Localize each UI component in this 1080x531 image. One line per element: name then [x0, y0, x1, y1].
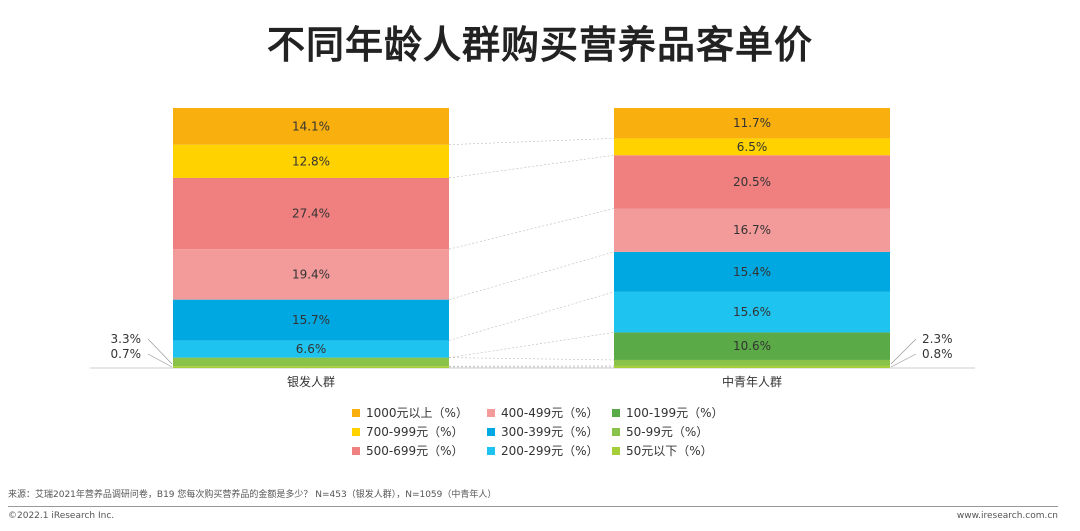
- data-label: 6.6%: [296, 342, 327, 356]
- bar-segment: [173, 299, 449, 341]
- bar-segment: [614, 208, 890, 252]
- legend-item: 50元以下（%）: [612, 442, 713, 459]
- legend-item: 300-399元（%）: [487, 423, 599, 440]
- outside-data-label: 2.3%: [922, 332, 953, 346]
- legend-item: 500-699元（%）: [352, 442, 464, 459]
- bar-segment: [614, 359, 890, 366]
- data-label: 27.4%: [292, 207, 330, 221]
- category-label: 中青年人群: [722, 374, 782, 389]
- data-label: 10.6%: [733, 339, 771, 353]
- footer-divider: [8, 506, 1058, 507]
- bar-segment: [614, 291, 890, 333]
- legend-item: 100-199元（%）: [612, 404, 724, 421]
- legend-swatch: [352, 427, 360, 436]
- data-label: 15.6%: [733, 305, 771, 319]
- data-label: 15.4%: [733, 265, 771, 279]
- connector-line: [448, 291, 615, 341]
- bar-segment: [173, 249, 449, 300]
- connector-line: [448, 138, 615, 145]
- connector-line: [448, 251, 615, 300]
- legend-swatch: [352, 408, 360, 417]
- bar-segment: [173, 340, 449, 358]
- legend-swatch: [352, 446, 360, 455]
- legend-swatch: [487, 427, 495, 436]
- legend-label: 700-999元（%）: [366, 425, 464, 439]
- legend-item: 200-299元（%）: [487, 442, 599, 459]
- category-label: 银发人群: [287, 374, 335, 389]
- bar-segment: [614, 251, 890, 292]
- data-label: 12.8%: [292, 154, 330, 168]
- legend-label: 1000元以上（%）: [366, 406, 468, 420]
- legend-item: 700-999元（%）: [352, 423, 464, 440]
- leader-line: [890, 338, 917, 365]
- legend-label: 500-699元（%）: [366, 444, 464, 458]
- chart-legend: 1000元以上（%） 700-999元（%） 500-699元（%） 400-499元…: [352, 404, 752, 458]
- outside-data-label: 3.3%: [111, 332, 142, 346]
- legend-swatch: [487, 446, 495, 455]
- connector-line: [448, 208, 615, 250]
- bar-segment: [614, 332, 890, 360]
- bar-segment: [614, 365, 890, 368]
- data-label: 20.5%: [733, 175, 771, 189]
- outside-data-label: 0.8%: [922, 347, 953, 361]
- connector-line: [448, 154, 615, 179]
- bar-segment: [614, 108, 890, 139]
- legend-label: 100-199元（%）: [626, 406, 724, 420]
- bar-segment: [173, 177, 449, 250]
- leader-line: [147, 338, 173, 365]
- bar-segment: [173, 366, 449, 368]
- outside-data-label: 0.7%: [111, 347, 142, 361]
- legend-swatch: [612, 408, 620, 417]
- stacked-bar-chart: 6.6% 15.7% 19.4% 27.4% 12.8% 14.1% 银发人群 10.6% 15…: [90, 108, 975, 389]
- leader-line: [147, 353, 173, 368]
- data-label: 11.7%: [733, 116, 771, 130]
- connector-line: [448, 332, 615, 358]
- bar-segment: [614, 138, 890, 156]
- legend-swatch: [487, 408, 495, 417]
- connector-line: [448, 357, 615, 361]
- legend-item: 400-499元（%）: [487, 404, 599, 421]
- source-note: 来源：艾瑞2021年营养品调研问卷，B19 您每次购买营养品的金额是多少？ N=…: [8, 490, 497, 500]
- data-label: 6.5%: [737, 140, 768, 154]
- legend-item: 1000元以上（%）: [352, 404, 468, 421]
- data-label: 16.7%: [733, 223, 771, 237]
- legend-label: 50-99元（%）: [626, 425, 709, 439]
- legend-label: 400-499元（%）: [501, 406, 599, 420]
- legend-label: 200-299元（%）: [501, 444, 599, 458]
- bar-segment: [173, 357, 449, 367]
- bar-segment: [614, 155, 890, 209]
- data-label: 14.1%: [292, 119, 330, 133]
- legend-swatch: [612, 446, 620, 455]
- legend-item: 50-99元（%）: [612, 423, 708, 440]
- website-url: www.iresearch.com.cn: [956, 511, 1058, 521]
- page-title: 不同年龄人群购买营养品客单价: [266, 23, 813, 67]
- data-label: 19.4%: [292, 267, 330, 281]
- data-label: 15.7%: [292, 313, 330, 327]
- bar-segment: [173, 144, 449, 178]
- bar-segment: [173, 108, 449, 145]
- legend-swatch: [612, 427, 620, 436]
- legend-label: 50元以下（%）: [626, 444, 713, 458]
- copyright: ©2022.1 iResearch Inc.: [8, 511, 115, 521]
- legend-label: 300-399元（%）: [501, 425, 599, 439]
- leader-line: [890, 353, 917, 368]
